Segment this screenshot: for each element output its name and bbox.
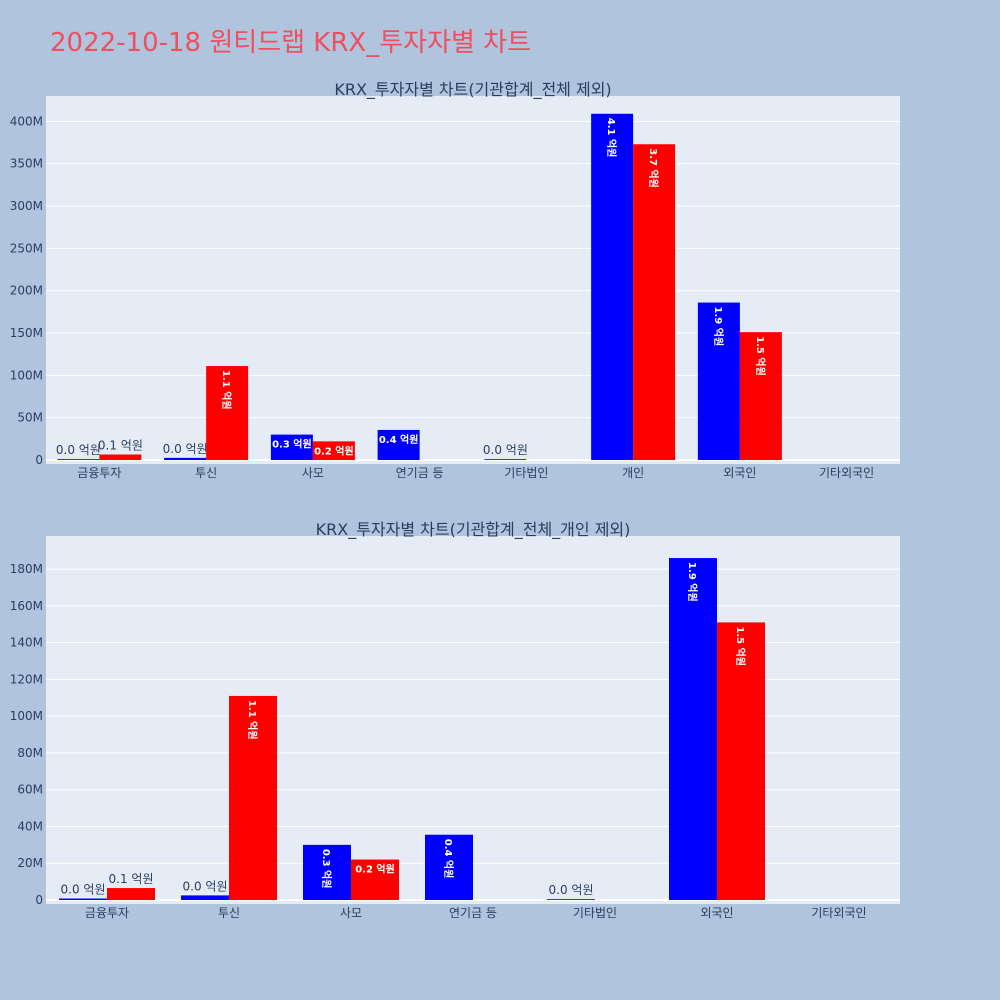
bar [57, 459, 100, 460]
bar [312, 441, 355, 460]
bar [425, 834, 473, 900]
bar [303, 844, 351, 900]
chart-title: KRX_투자자별 차트(기관합계_전체_개인 제외) [316, 520, 631, 540]
data-label: 4.1 억원 [605, 118, 618, 158]
bar [633, 144, 676, 460]
x-tick-label: 사모 [302, 466, 324, 480]
y-tick-label: 400M [10, 114, 43, 128]
y-tick-label: 160M [10, 599, 43, 613]
x-tick-label: 투신 [218, 906, 240, 920]
x-tick-label: 투신 [195, 466, 217, 480]
y-tick-label: 180M [10, 562, 43, 576]
bar [351, 859, 399, 900]
data-label: 0.3 억원 [320, 849, 333, 889]
data-label: 1.1 억원 [220, 370, 233, 410]
y-tick-label: 50M [17, 411, 43, 425]
bar [669, 558, 717, 900]
data-label: 0.0 억원 [56, 443, 101, 457]
data-label: 0.2 억원 [355, 863, 395, 876]
x-tick-label: 사모 [340, 906, 362, 920]
data-label: 0.1 억원 [98, 438, 143, 452]
x-tick-label: 연기금 등 [396, 466, 444, 480]
bar [164, 457, 207, 460]
x-tick-label: 개인 [622, 466, 644, 480]
y-tick-label: 350M [10, 157, 43, 171]
x-tick-label: 기타법인 [573, 906, 617, 920]
x-tick-label: 외국인 [723, 466, 756, 480]
bar [591, 113, 634, 461]
data-label: 0.4 억원 [442, 839, 455, 879]
bar [717, 622, 765, 900]
data-label: 0.2 억원 [314, 444, 354, 457]
bar [270, 434, 313, 460]
bar [484, 459, 527, 460]
bar [107, 888, 155, 900]
bar [229, 695, 277, 900]
data-label: 0.0 억원 [183, 879, 228, 893]
y-tick-label: 20M [17, 856, 43, 870]
x-tick-label: 기타외국인 [811, 906, 866, 920]
bar [739, 332, 782, 460]
y-tick-label: 60M [17, 783, 43, 797]
x-tick-label: 금융투자 [77, 466, 121, 480]
y-tick-label: 140M [10, 636, 43, 650]
bar [547, 899, 595, 900]
data-label: 0.0 억원 [163, 442, 208, 456]
data-label: 0.0 억원 [61, 883, 106, 897]
data-label: 3.7 억원 [647, 148, 660, 188]
y-tick-label: 100M [10, 368, 43, 382]
bar [181, 895, 229, 900]
bar [206, 366, 249, 460]
y-tick-label: 200M [10, 284, 43, 298]
page-title: 2022-10-18 원티드랩 KRX_투자자별 차트 [50, 28, 532, 58]
x-tick-label: 금융투자 [85, 906, 129, 920]
data-label: 1.5 억원 [734, 626, 747, 666]
data-label: 0.3 억원 [272, 438, 312, 451]
y-tick-label: 150M [10, 326, 43, 340]
data-label: 1.1 억원 [246, 700, 259, 740]
y-tick-label: 40M [17, 819, 43, 833]
data-label: 0.4 억원 [379, 433, 419, 446]
bar [99, 454, 142, 460]
y-tick-label: 120M [10, 672, 43, 686]
y-tick-label: 100M [10, 709, 43, 723]
data-label: 1.5 억원 [754, 336, 767, 376]
data-label: 1.9 억원 [712, 307, 725, 347]
x-tick-label: 기타외국인 [819, 466, 874, 480]
y-tick-label: 0 [35, 893, 43, 907]
data-label: 0.0 억원 [483, 443, 528, 457]
data-label: 0.1 억원 [109, 872, 154, 886]
bar [697, 302, 740, 460]
data-label: 0.0 억원 [549, 883, 594, 897]
y-tick-label: 300M [10, 199, 43, 213]
chart-2: 0 20M 40M 60M 80M 100M 120M 140M 160M 180M KRX_투자자… [10, 520, 900, 920]
bar [377, 429, 420, 460]
bar [59, 898, 107, 900]
chart-1: 0 50M 100M 150M 200M 250M 300M 350M 400M KRX_투자자별… [10, 80, 900, 480]
x-tick-label: 연기금 등 [449, 906, 497, 920]
x-tick-label: 기타법인 [504, 466, 548, 480]
x-tick-label: 외국인 [700, 906, 733, 920]
y-tick-label: 250M [10, 241, 43, 255]
chart-title: KRX_투자자별 차트(기관합계_전체 제외) [334, 80, 611, 100]
data-label: 1.9 억원 [686, 562, 699, 602]
y-tick-label: 0 [35, 453, 43, 467]
y-tick-label: 80M [17, 746, 43, 760]
